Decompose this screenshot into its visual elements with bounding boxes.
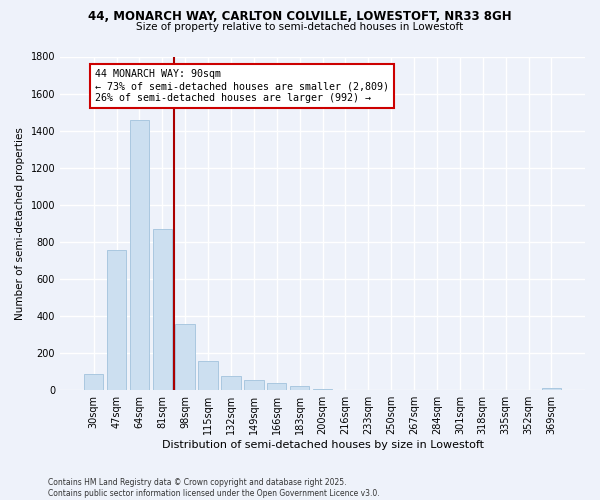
- Y-axis label: Number of semi-detached properties: Number of semi-detached properties: [15, 127, 25, 320]
- X-axis label: Distribution of semi-detached houses by size in Lowestoft: Distribution of semi-detached houses by …: [161, 440, 484, 450]
- Text: 44 MONARCH WAY: 90sqm
← 73% of semi-detached houses are smaller (2,809)
26% of s: 44 MONARCH WAY: 90sqm ← 73% of semi-deta…: [95, 70, 389, 102]
- Bar: [107, 250, 126, 390]
- Bar: [221, 376, 241, 390]
- Bar: [152, 229, 172, 390]
- Bar: [244, 380, 263, 390]
- Bar: [130, 120, 149, 390]
- Bar: [267, 383, 286, 390]
- Text: 44, MONARCH WAY, CARLTON COLVILLE, LOWESTOFT, NR33 8GH: 44, MONARCH WAY, CARLTON COLVILLE, LOWES…: [88, 10, 512, 23]
- Bar: [199, 362, 218, 390]
- Bar: [290, 386, 310, 390]
- Text: Contains HM Land Registry data © Crown copyright and database right 2025.
Contai: Contains HM Land Registry data © Crown c…: [48, 478, 380, 498]
- Bar: [84, 374, 103, 390]
- Bar: [175, 324, 195, 390]
- Bar: [542, 388, 561, 390]
- Text: Size of property relative to semi-detached houses in Lowestoft: Size of property relative to semi-detach…: [136, 22, 464, 32]
